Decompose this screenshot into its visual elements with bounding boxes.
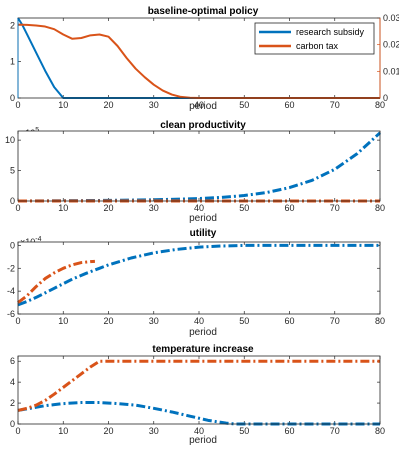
legend-label-research-subsidy: research subsidy bbox=[296, 27, 365, 37]
x-tick-label: 80 bbox=[375, 316, 385, 326]
x-tick-label: 0 bbox=[15, 426, 20, 436]
plot-frame bbox=[17, 130, 381, 202]
plot-area: 0 10 20 30 40 50 60 70 80 0 5 10 bbox=[5, 130, 385, 213]
x-tick-label: 30 bbox=[149, 203, 159, 213]
x-tick-label: 10 bbox=[58, 316, 68, 326]
y-tick-label: 4 bbox=[10, 377, 15, 387]
x-tick-label: 10 bbox=[58, 203, 68, 213]
x-tick-label: 50 bbox=[239, 316, 249, 326]
x-tick-label: 70 bbox=[330, 426, 340, 436]
plot-frame bbox=[17, 241, 381, 315]
x-tick-label: 70 bbox=[330, 100, 340, 110]
x-tick-label: 20 bbox=[103, 203, 113, 213]
x-axis-label: period bbox=[189, 213, 217, 224]
x-tick-label: 60 bbox=[284, 100, 294, 110]
y-tick-label: 0 bbox=[10, 93, 15, 103]
plot-background bbox=[18, 131, 380, 201]
y-tick-label: -6 bbox=[7, 309, 15, 319]
x-tick-label: 0 bbox=[15, 100, 20, 110]
y-tick-label: 1 bbox=[10, 57, 15, 67]
series-line-1 bbox=[17, 359, 380, 412]
panel-title: baseline-optimal policy bbox=[148, 6, 259, 17]
y-tick-label: 2 bbox=[10, 20, 15, 30]
x-tick-label: 30 bbox=[149, 316, 159, 326]
y-tick-label: 0 bbox=[10, 196, 15, 206]
x-axis-label: period bbox=[189, 101, 217, 112]
plot-frame bbox=[17, 355, 381, 425]
x-tick-label: 50 bbox=[239, 426, 249, 436]
x-tick-label: 60 bbox=[284, 316, 294, 326]
x-axis-label: period bbox=[189, 327, 217, 338]
y2-tick-label: 0.03 bbox=[383, 13, 399, 23]
x-tick-label: 60 bbox=[284, 426, 294, 436]
y-tick-label: 10 bbox=[5, 135, 15, 145]
legend: research subsidy carbon tax bbox=[254, 22, 375, 55]
plot-area: 0 10 20 30 40 50 60 70 80 -6 -4 -2 0 bbox=[7, 240, 385, 326]
x-tick-label: 30 bbox=[149, 100, 159, 110]
x-tick-label: 0 bbox=[15, 316, 20, 326]
x-tick-label: 20 bbox=[103, 426, 113, 436]
x-tick-label: 40 bbox=[194, 203, 204, 213]
y-tick-label: 6 bbox=[10, 356, 15, 366]
x-tick-label: 60 bbox=[284, 203, 294, 213]
plot-background bbox=[18, 356, 380, 424]
y-tick-label: 0 bbox=[10, 419, 15, 429]
x-tick-label: 40 bbox=[194, 316, 204, 326]
x-tick-label: 80 bbox=[375, 426, 385, 436]
x-tick-label: 10 bbox=[58, 426, 68, 436]
x-tick-label: 40 bbox=[194, 100, 204, 110]
panel-temperature-increase: temperature increase 0 10 20 30 40 50 60 70 80 0 2… bbox=[10, 344, 385, 446]
x-tick-label: 20 bbox=[103, 100, 113, 110]
y2-tick-label: 0 bbox=[383, 93, 388, 103]
x-tick-label: 70 bbox=[330, 203, 340, 213]
series-line-0 bbox=[17, 17, 380, 99]
y-tick-label: -2 bbox=[7, 263, 15, 273]
x-axis-label: period bbox=[189, 435, 217, 446]
y2-tick-label: 0.02 bbox=[383, 40, 399, 50]
plot-background bbox=[18, 242, 380, 314]
x-tick-label: 0 bbox=[15, 203, 20, 213]
x-tick-label: 40 bbox=[194, 426, 204, 436]
series-line-0 bbox=[17, 243, 380, 307]
panel-clean-productivity: clean productivity ×105 0102030405060708… bbox=[5, 120, 385, 224]
panel-baseline-optimal-policy: baseline-optimal policy 0 10 20 30 40 50 60 70 8… bbox=[10, 6, 399, 112]
y-tick-label: 2 bbox=[10, 398, 15, 408]
panel-title: utility bbox=[190, 228, 217, 239]
x-tick-label: 10 bbox=[58, 100, 68, 110]
series-line-1 bbox=[17, 259, 95, 304]
plot-area: 0 10 20 30 40 50 60 70 80 0 2 4 6 bbox=[10, 355, 385, 436]
x-tick-label: 50 bbox=[239, 100, 249, 110]
x-tick-label: 50 bbox=[239, 203, 249, 213]
panel-title: clean productivity bbox=[160, 120, 246, 131]
x-tick-label: 80 bbox=[375, 203, 385, 213]
y-tick-label: -4 bbox=[7, 286, 15, 296]
x-tick-label: 30 bbox=[149, 426, 159, 436]
legend-box bbox=[254, 22, 375, 55]
x-tick-label: 20 bbox=[103, 316, 113, 326]
series-line-1 bbox=[17, 23, 380, 99]
y2-tick-label: 0.01 bbox=[383, 66, 399, 76]
panel-title: temperature increase bbox=[152, 344, 254, 355]
x-tick-label: 80 bbox=[375, 100, 385, 110]
y-tick-label: 0 bbox=[10, 240, 15, 250]
y-tick-label: 5 bbox=[10, 166, 15, 176]
x-tick-label: 70 bbox=[330, 316, 340, 326]
legend-label-carbon-tax: carbon tax bbox=[296, 41, 339, 51]
